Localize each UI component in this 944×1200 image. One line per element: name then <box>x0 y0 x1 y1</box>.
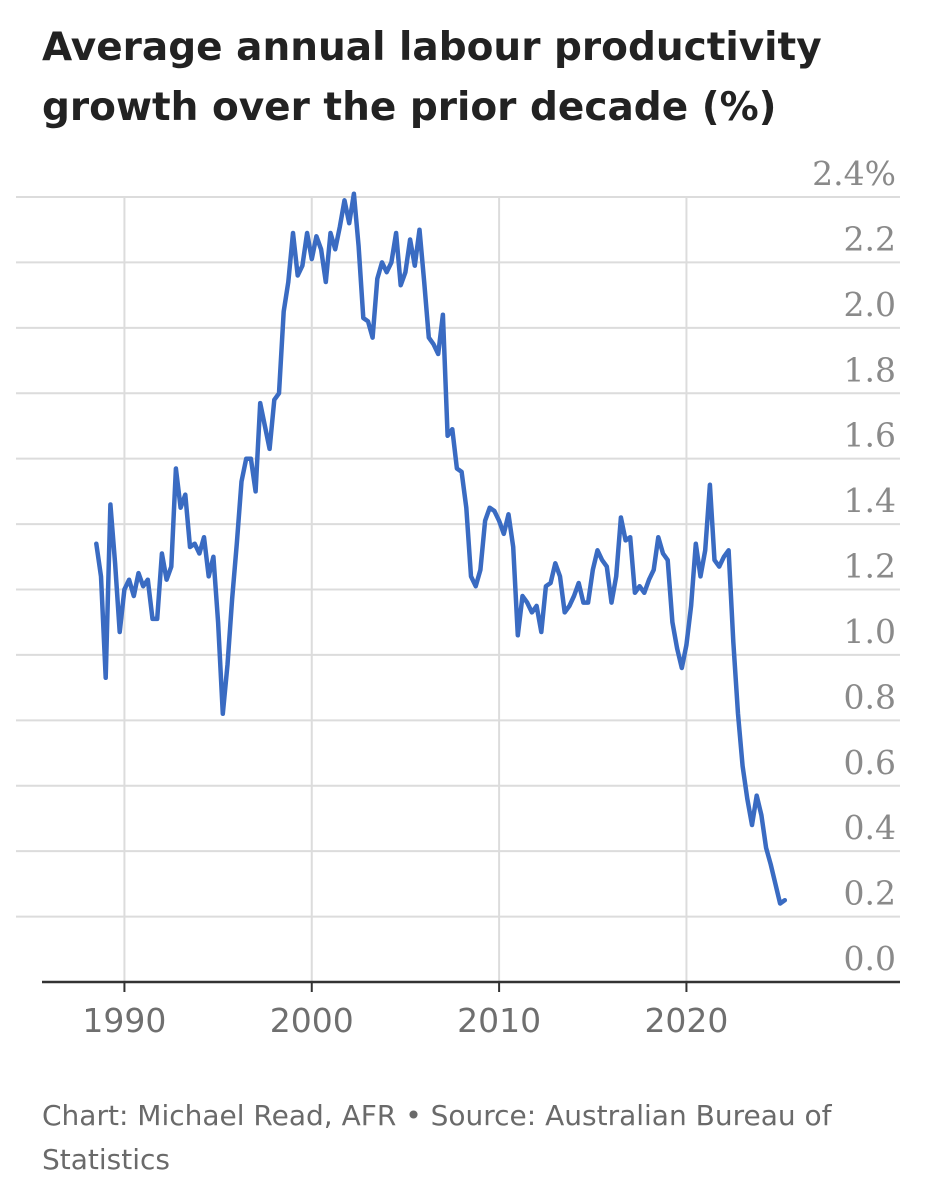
y-tick-label: 1.4 <box>844 481 896 520</box>
x-tick-label: 1990 <box>82 1001 166 1040</box>
y-tick-label: 1.0 <box>844 612 896 651</box>
y-tick-label: 1.8 <box>844 350 896 389</box>
x-axis-ticks: 1990 2000 2010 2020 <box>82 982 728 1040</box>
y-tick-label: 0.2 <box>844 874 896 913</box>
x-tick-label: 2020 <box>644 1001 728 1040</box>
y-tick-label: 1.6 <box>844 416 896 455</box>
y-tick-label: 1.2 <box>844 547 896 586</box>
source-note: Chart: Michael Read, AFR • Source: Austr… <box>42 1099 832 1176</box>
line-chart: 2.4% 2.2 2.0 1.8 1.6 1.4 1.2 1.0 0.8 0.6 0.4 0.2 0.0… <box>16 154 900 1040</box>
series-line-productivity-growth <box>94 191 788 906</box>
grid-lines <box>16 196 900 982</box>
y-tick-label: 2.4% <box>812 154 896 193</box>
y-tick-label: 2.0 <box>844 285 896 324</box>
y-tick-label: 0.6 <box>844 743 896 782</box>
y-tick-label: 0.4 <box>844 808 896 847</box>
y-tick-label: 2.2 <box>844 219 896 258</box>
y-axis-ticks: 2.4% 2.2 2.0 1.8 1.6 1.4 1.2 1.0 0.8 0.6 0.4 0.2 0.0 <box>812 154 896 978</box>
x-tick-label: 2000 <box>270 1001 354 1040</box>
y-tick-label: 0.8 <box>844 677 896 716</box>
x-tick-label: 2010 <box>457 1001 541 1040</box>
chart-title: Average annual labour productivity growt… <box>42 25 822 130</box>
y-tick-label: 0.0 <box>844 939 896 978</box>
